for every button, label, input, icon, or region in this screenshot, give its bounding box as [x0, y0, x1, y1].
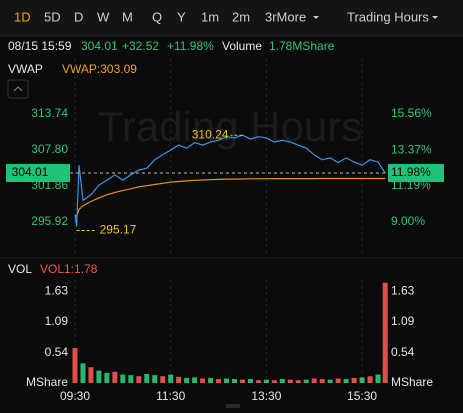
- volume-bar: [88, 367, 94, 383]
- y-tick-label-right: 0.54: [391, 345, 415, 359]
- volume-bar: [144, 373, 150, 383]
- x-tick-label: 11:30: [156, 389, 185, 403]
- tab[interactable]: 5D: [44, 9, 61, 24]
- collapse-icon[interactable]: [13, 86, 23, 92]
- volume-legend: VOL1:1.78: [40, 262, 98, 276]
- volume-bar: [303, 379, 309, 383]
- quote-change-pct: +11.98%: [167, 39, 214, 53]
- y2-tick-label: 9.00%: [391, 214, 425, 228]
- volume-bar: [255, 380, 261, 383]
- volume-bar: [72, 348, 78, 383]
- volume-bar: [200, 378, 206, 383]
- volume-bar: [343, 379, 349, 383]
- volume-bar: [128, 375, 134, 383]
- volume-bar: [239, 379, 245, 383]
- volume-bar: [319, 379, 325, 383]
- volume-bar: [224, 378, 230, 383]
- volume-bar: [192, 377, 198, 383]
- volume-bar: [367, 376, 373, 383]
- trading-hours-button[interactable]: Trading Hours: [347, 9, 429, 24]
- volume-bar: [80, 363, 86, 383]
- y-tick-label-right: MShare: [391, 375, 433, 389]
- volume-bar: [168, 374, 174, 383]
- y-tick-label: 307.80: [31, 142, 68, 156]
- quote-change: +32.52: [122, 39, 159, 53]
- volume-bar: [208, 377, 214, 383]
- volume-bar: [287, 379, 293, 383]
- tab[interactable]: W: [97, 9, 110, 24]
- volume-indicator-name: VOL: [8, 262, 32, 276]
- tab[interactable]: D: [74, 9, 83, 24]
- tab[interactable]: 1m: [201, 9, 219, 24]
- watermark: Trading Hours: [98, 103, 363, 150]
- quote-time: 08/15 15:59: [8, 39, 72, 53]
- scroll-handle[interactable]: [226, 404, 240, 408]
- volume-bar: [359, 377, 365, 383]
- x-tick-label: 13:30: [251, 389, 281, 403]
- y2-tick-label: 15.56%: [391, 106, 432, 120]
- legend-entry: VWAP:303.09: [62, 62, 137, 76]
- volume-bar: [96, 370, 102, 383]
- tab[interactable]: 2m: [232, 9, 250, 24]
- x-tick-label: 15:30: [347, 389, 377, 403]
- trading-hours-caret[interactable]: [432, 16, 438, 19]
- series-line: [74, 177, 386, 218]
- volume-bar: [382, 282, 388, 383]
- y-tick-label-right: 1.09: [391, 314, 415, 328]
- volume-bar: [271, 380, 277, 383]
- y-tick-label-right: 1.63: [391, 283, 415, 297]
- tab-bar: [0, 0, 463, 36]
- current-price-box: [6, 163, 70, 182]
- volume-bar: [351, 377, 357, 383]
- y-tick-label: 0.54: [45, 345, 69, 359]
- volume-bar: [335, 378, 341, 383]
- volume-bar: [279, 379, 285, 383]
- volume-bar: [231, 379, 237, 383]
- tab[interactable]: 3rMore: [265, 9, 306, 24]
- annotation-label: 295.17: [100, 223, 137, 237]
- volume-bar: [295, 380, 301, 383]
- tab[interactable]: M: [122, 9, 133, 24]
- tab[interactable]: Q: [152, 9, 162, 24]
- current-pct-label: 11.98%: [391, 165, 431, 179]
- volume-bar: [176, 376, 182, 383]
- y-tick-label: 1.09: [45, 314, 69, 328]
- volume-bar: [263, 379, 269, 383]
- volume-label: Volume: [222, 39, 262, 53]
- tab[interactable]: 1D: [14, 9, 31, 24]
- volume-bar: [112, 371, 118, 383]
- volume-bar: [247, 379, 253, 383]
- volume-bar: [160, 376, 166, 383]
- volume-bar: [184, 377, 190, 383]
- indicator-name: VWAP: [8, 62, 43, 76]
- quote-price: 304.01: [81, 39, 118, 53]
- annotation-label: 310.24: [192, 127, 229, 141]
- volume-bar: [104, 372, 110, 383]
- y-tick-label: 295.92: [31, 214, 68, 228]
- x-tick-label: 09:30: [60, 389, 90, 403]
- volume-bar: [375, 374, 381, 383]
- tab[interactable]: Y: [177, 9, 186, 24]
- volume-bar: [216, 379, 222, 383]
- series-line: [74, 134, 386, 227]
- volume-bar: [120, 374, 126, 383]
- volume-value: 1.78MShare: [269, 39, 335, 53]
- y-tick-label: 313.74: [31, 106, 68, 120]
- current-price-label: 304.01: [12, 165, 49, 179]
- volume-bar: [327, 379, 333, 383]
- more-caret[interactable]: [313, 16, 319, 19]
- y-tick-label: MShare: [26, 375, 68, 389]
- volume-bar: [152, 375, 158, 383]
- volume-bar: [136, 376, 142, 383]
- current-pct-box: [388, 163, 444, 182]
- volume-bar: [311, 378, 317, 383]
- collapse-button[interactable]: [7, 79, 29, 99]
- y2-tick-label: 13.37%: [391, 142, 432, 156]
- y-tick-label: 1.63: [45, 283, 69, 297]
